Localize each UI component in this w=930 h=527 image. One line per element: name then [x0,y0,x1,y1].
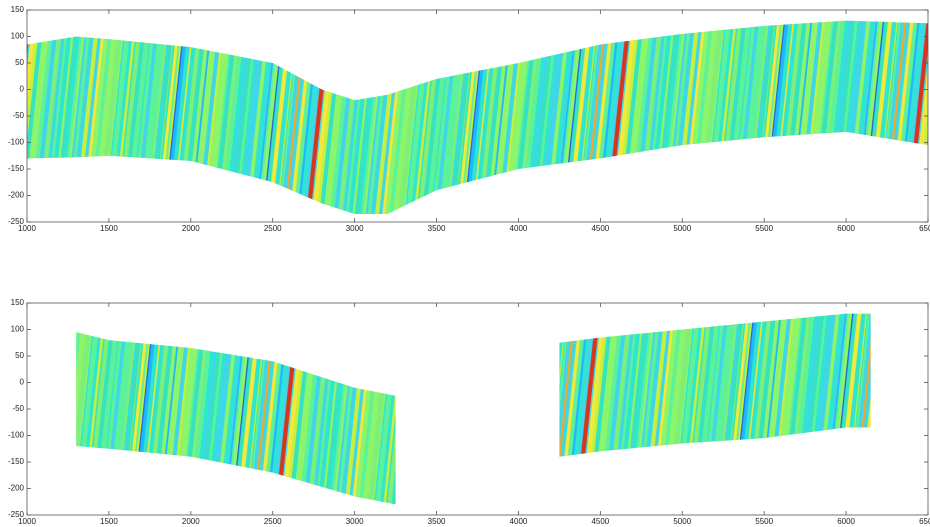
y-tick-label: -150 [8,457,25,466]
y-tick-label: 150 [11,5,25,14]
x-tick-label: 1000 [18,517,36,526]
x-tick-label: 1500 [100,224,118,233]
y-tick-label: -100 [8,431,25,440]
y-tick-label: -150 [8,164,25,173]
y-tick-label: -250 [8,510,25,519]
y-tick-label: 100 [11,32,25,41]
x-tick-label: 2000 [182,517,200,526]
x-tick-label: 5000 [673,517,691,526]
y-tick-label: 50 [15,58,24,67]
x-tick-label: 3500 [428,517,446,526]
y-tick-label: 0 [20,378,25,387]
x-tick-label: 6500 [919,517,930,526]
x-tick-label: 4500 [591,517,609,526]
x-tick-label: 4000 [510,224,528,233]
data-band [27,20,928,215]
y-tick-label: 150 [11,298,25,307]
y-tick-label: -250 [8,217,25,226]
y-tick-label: -50 [12,111,24,120]
x-tick-label: 6000 [837,224,855,233]
y-tick-label: -100 [8,138,25,147]
x-tick-label: 4500 [591,224,609,233]
y-tick-label: 50 [15,351,24,360]
y-tick-label: -200 [8,191,25,200]
x-tick-label: 4000 [510,517,528,526]
x-tick-label: 5500 [755,517,773,526]
x-tick-label: 3500 [428,224,446,233]
x-tick-label: 1500 [100,517,118,526]
x-tick-label: 5000 [673,224,691,233]
x-tick-label: 2000 [182,224,200,233]
y-tick-label: -200 [8,484,25,493]
data-band [559,313,871,457]
x-tick-label: 5500 [755,224,773,233]
x-tick-label: 6500 [919,224,930,233]
x-tick-label: 2500 [264,517,282,526]
data-band [76,332,396,505]
x-tick-label: 3000 [346,224,364,233]
y-tick-label: 100 [11,325,25,334]
x-tick-label: 2500 [264,224,282,233]
y-tick-label: -50 [12,404,24,413]
x-tick-label: 3000 [346,517,364,526]
x-tick-label: 1000 [18,224,36,233]
x-tick-label: 6000 [837,517,855,526]
y-tick-label: 0 [20,85,25,94]
